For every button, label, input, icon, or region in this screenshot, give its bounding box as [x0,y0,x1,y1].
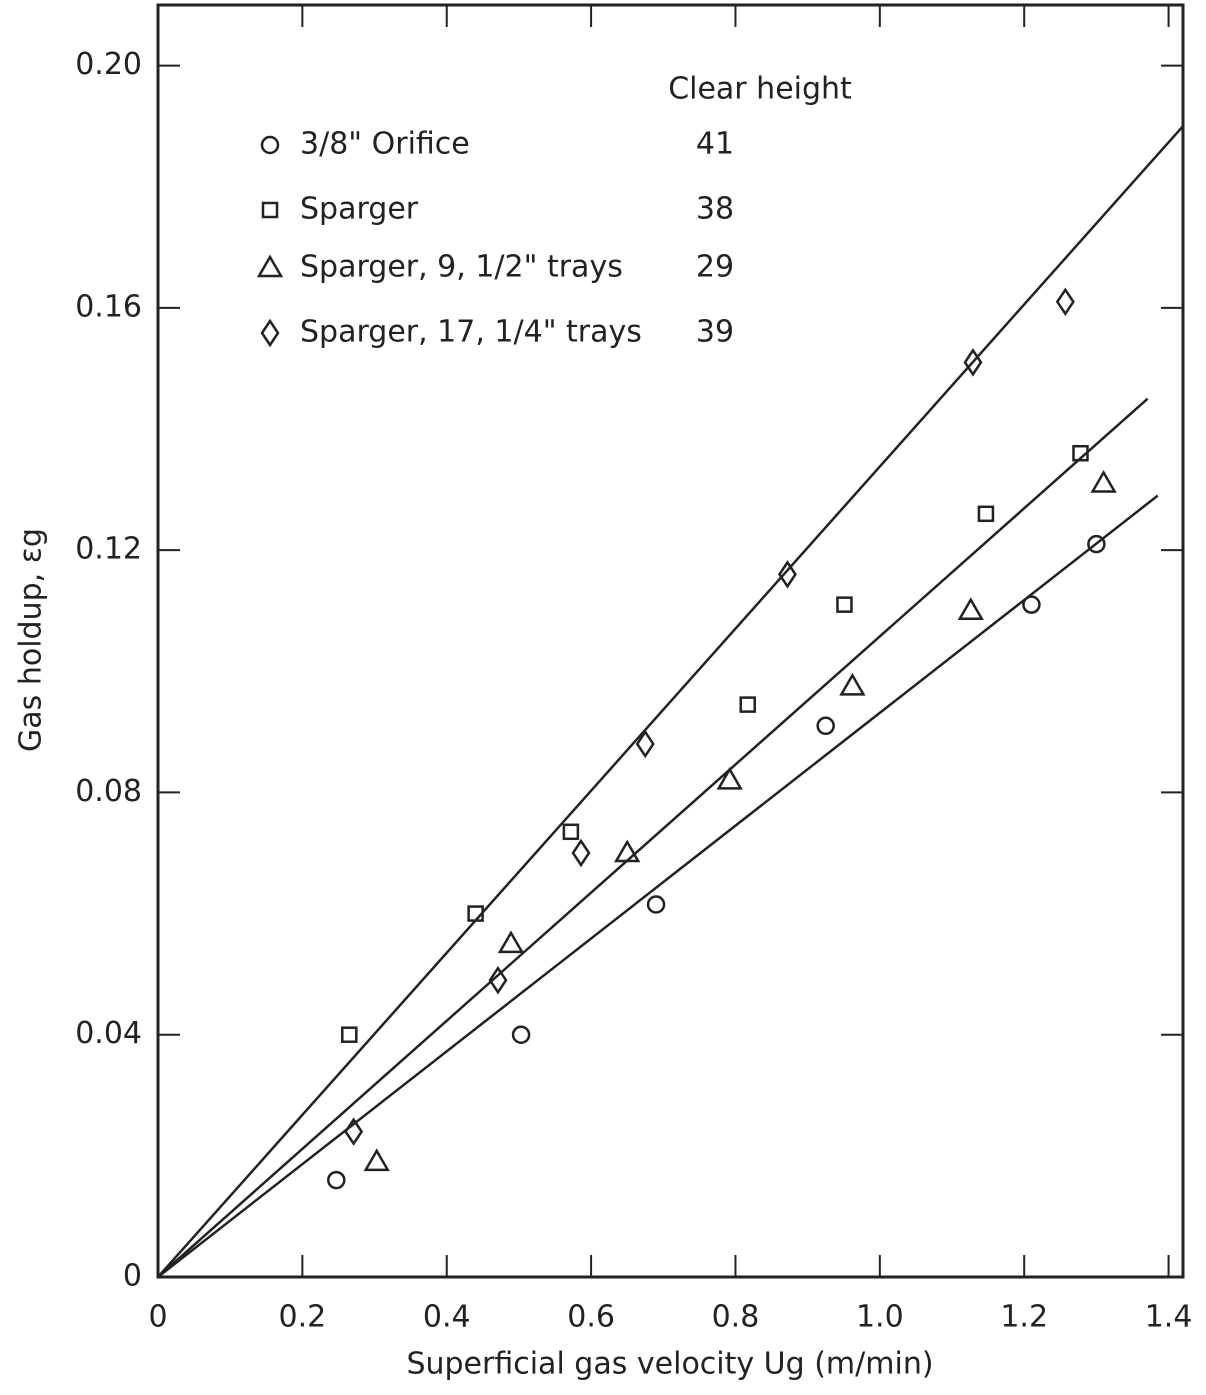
marker-triangle [614,839,641,863]
marker-diamond [260,318,280,348]
x-axis-label: Superficial gas velocity Ug (m/min) [406,1347,933,1382]
marker-diamond [344,1117,364,1146]
y-tick-label: 0.04 [75,1016,142,1051]
marker-circle [260,135,280,155]
marker-triangle [957,597,984,620]
marker-circle [511,1025,531,1044]
marker-square [836,596,853,613]
legend-label: Sparger, 9, 1/2" trays [300,250,623,285]
marker-diamond [963,348,983,377]
legend-clear-height: 39 [696,315,734,350]
marker-triangle [839,672,866,696]
y-axis-label: Gas holdup, εg [14,528,49,752]
marker-diamond [1055,287,1075,317]
marker-diamond [488,965,508,995]
y-tick-label: 0.20 [75,47,142,82]
x-tick-label: 0.2 [279,1300,327,1335]
fit-line [157,494,1159,1278]
x-tick-label: 1.0 [856,1300,904,1335]
marker-diamond [777,560,797,589]
y-tick-label: 0 [123,1259,142,1294]
x-tick-label: 0.4 [423,1300,471,1335]
marker-square [562,823,580,841]
y-tick-label: 0.16 [75,289,142,324]
marker-circle [646,895,666,914]
marker-triangle [497,930,525,954]
marker-triangle [1090,470,1117,493]
x-tick-label: 0.6 [567,1300,615,1335]
marker-square [739,696,756,713]
marker-diamond [571,838,591,868]
marker-triangle [716,766,743,790]
marker-circle [816,716,835,736]
x-tick-label: 1.2 [1000,1300,1048,1335]
legend-clear-height: 41 [696,127,734,162]
y-tick-label: 0.08 [75,774,142,809]
marker-square [1072,444,1089,462]
x-tick-label: 1.4 [1145,1300,1193,1335]
legend-clear-height: 38 [696,192,734,227]
marker-circle [1022,595,1041,614]
fit-line [157,397,1149,1278]
legend-header: Clear height [668,72,852,107]
x-tick-label: 0.8 [712,1300,760,1335]
marker-circle [1087,534,1106,554]
plot-frame [156,3,1185,1279]
marker-square [977,505,995,523]
legend-clear-height: 29 [696,250,734,285]
legend-label: Sparger [300,192,419,227]
x-tick-label: 0 [148,1300,167,1335]
marker-circle [327,1170,346,1190]
marker-triangle [363,1148,390,1172]
marker-square [261,201,279,219]
legend-label: Sparger, 17, 1/4" trays [300,315,642,350]
marker-diamond [635,729,655,759]
fit-line [157,125,1184,1278]
marker-square [467,905,484,922]
legend-label: 3/8" Orifice [300,127,470,162]
marker-triangle [256,254,284,278]
y-tick-label: 0.12 [75,532,142,567]
marker-square [341,1026,358,1043]
